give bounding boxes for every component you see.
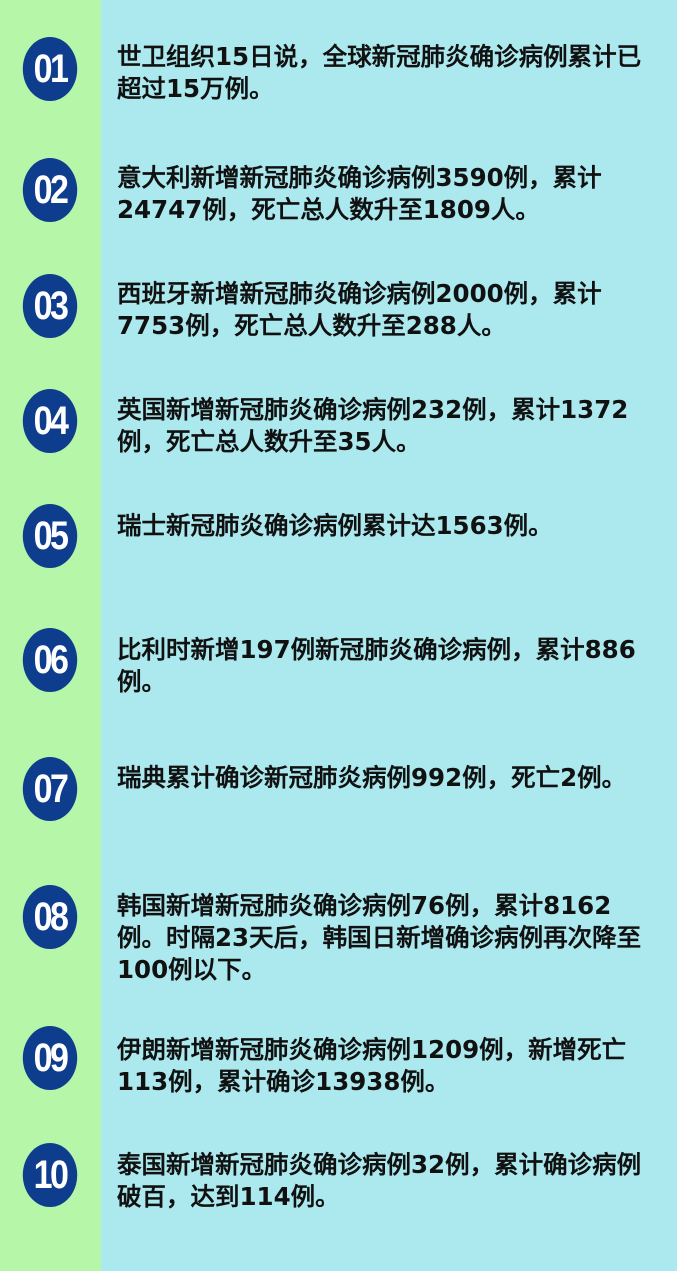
- number-badge: 02: [22, 158, 78, 222]
- item-text: 世卫组织15日说，全球新冠肺炎确诊病例累计已超过15万例。: [117, 42, 642, 103]
- number-badge: 07: [22, 757, 78, 821]
- number-badge: 09: [22, 1026, 78, 1090]
- item-text: 比利时新增197例新冠肺炎确诊病例，累计886例。: [117, 635, 636, 696]
- item-text: 瑞士新冠肺炎确诊病例累计达1563例。: [117, 511, 553, 540]
- item-text: 英国新增新冠肺炎确诊病例232例，累计1372例，死亡总人数升至35人。: [117, 395, 629, 456]
- number-badge: 10: [22, 1143, 78, 1207]
- number-badge: 04: [22, 389, 78, 453]
- item-text: 西班牙新增新冠肺炎确诊病例2000例，累计7753例，死亡总人数升至288人。: [117, 279, 602, 340]
- item-text: 伊朗新增新冠肺炎确诊病例1209例，新增死亡113例，累计确诊13938例。: [117, 1035, 627, 1096]
- number-badge: 06: [22, 628, 78, 692]
- number-badge: 05: [22, 504, 78, 568]
- number-badge: 08: [22, 885, 78, 949]
- number-badge: 01: [22, 37, 78, 101]
- item-text: 瑞典累计确诊新冠肺炎病例992例，死亡2例。: [117, 763, 627, 792]
- item-text: 意大利新增新冠肺炎确诊病例3590例，累计24747例，死亡总人数升至1809人…: [117, 163, 602, 224]
- number-badge: 03: [22, 274, 78, 338]
- item-text: 韩国新增新冠肺炎确诊病例76例，累计8162例。时隔23天后，韩国日新增确诊病例…: [117, 891, 642, 984]
- item-text: 泰国新增新冠肺炎确诊病例32例，累计确诊病例破百，达到114例。: [117, 1150, 642, 1211]
